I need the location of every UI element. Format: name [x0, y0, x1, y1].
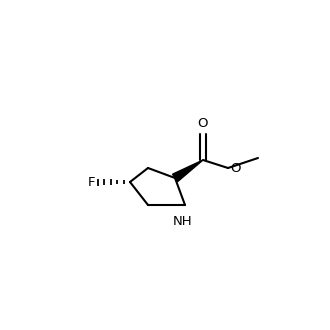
Text: O: O	[198, 117, 208, 130]
Text: O: O	[230, 162, 241, 176]
Polygon shape	[173, 160, 203, 182]
Text: F: F	[87, 176, 95, 188]
Text: NH: NH	[173, 215, 193, 228]
